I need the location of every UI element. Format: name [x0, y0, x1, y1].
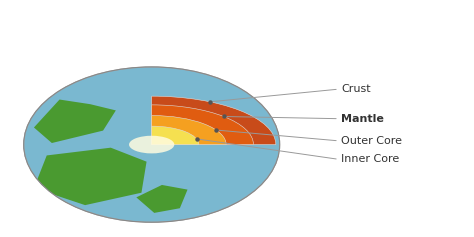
Wedge shape	[152, 96, 276, 145]
Text: Mantle: Mantle	[341, 114, 384, 124]
Wedge shape	[152, 126, 199, 145]
Ellipse shape	[24, 67, 280, 222]
Text: Inner Core: Inner Core	[341, 154, 400, 164]
Text: Crust: Crust	[341, 84, 371, 94]
Ellipse shape	[24, 67, 280, 222]
Wedge shape	[152, 105, 254, 145]
Polygon shape	[34, 148, 146, 205]
Wedge shape	[152, 115, 226, 145]
Circle shape	[129, 136, 174, 153]
Polygon shape	[137, 185, 188, 213]
Text: Layers Of The Earth: Layers Of The Earth	[105, 14, 369, 38]
Polygon shape	[34, 100, 116, 143]
Text: Outer Core: Outer Core	[341, 136, 402, 146]
